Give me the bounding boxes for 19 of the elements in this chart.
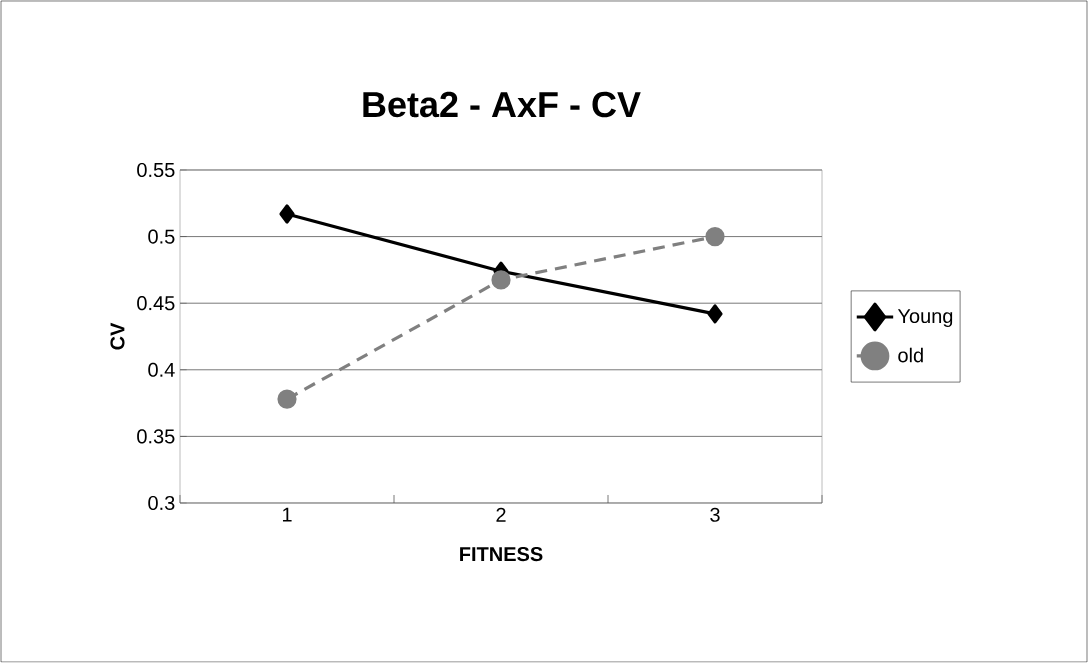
point (705, 226, 725, 247)
legend-label: old (898, 347, 923, 363)
x-tick-label: 2 (496, 507, 506, 522)
y-tick-label: 0.55 (137, 162, 175, 178)
point (279, 204, 295, 224)
y-tick-label: 0.4 (148, 362, 175, 377)
chart-title: Beta2 - AxF - CV (363, 91, 641, 118)
point (491, 270, 511, 290)
y-axis-title: CV (110, 322, 125, 350)
x-axis-title: FITNESS (460, 547, 543, 562)
y-tick-label: 0.35 (137, 429, 175, 444)
point (707, 304, 723, 324)
legend-label: Young (897, 309, 953, 328)
y-tick-label: 0.45 (137, 296, 175, 311)
point (277, 389, 297, 409)
x-tick-label: 3 (710, 507, 720, 522)
y-tick-label: 0.3 (148, 495, 175, 511)
y-tick-label: 0.5 (148, 229, 175, 244)
x-tick-label: 1 (282, 507, 292, 522)
